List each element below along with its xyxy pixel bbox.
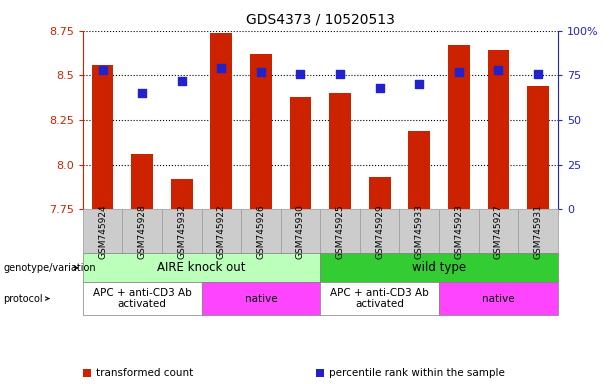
Bar (289, 97, 311, 209)
Bar (210, 33, 232, 209)
Bar (329, 93, 351, 209)
Bar (250, 54, 272, 209)
Text: GSM745929: GSM745929 (375, 204, 384, 259)
Bar (448, 45, 470, 209)
Point (493, 67, 503, 73)
Text: GSM745924: GSM745924 (98, 204, 107, 259)
Text: GSM745931: GSM745931 (533, 204, 543, 259)
Point (414, 81, 424, 88)
Text: GSM745928: GSM745928 (138, 204, 147, 259)
Text: AIRE knock out: AIRE knock out (158, 262, 246, 274)
Text: wild type: wild type (412, 262, 466, 274)
Point (177, 78, 186, 84)
Point (295, 71, 305, 77)
Text: GSM745923: GSM745923 (454, 204, 463, 259)
Bar (92, 65, 113, 209)
Point (335, 71, 345, 77)
Text: GSM745927: GSM745927 (494, 204, 503, 259)
Title: GDS4373 / 10520513: GDS4373 / 10520513 (246, 13, 395, 27)
Point (97, 67, 107, 73)
Point (454, 69, 464, 75)
Text: GSM745930: GSM745930 (296, 204, 305, 259)
Point (375, 85, 384, 91)
Text: protocol: protocol (3, 293, 43, 304)
Text: GSM745933: GSM745933 (415, 204, 424, 259)
Point (216, 65, 226, 71)
Point (256, 69, 266, 75)
Text: APC + anti-CD3 Ab
activated: APC + anti-CD3 Ab activated (93, 288, 191, 310)
Point (137, 90, 147, 96)
Text: percentile rank within the sample: percentile rank within the sample (329, 368, 504, 378)
Bar (487, 50, 509, 209)
Text: native: native (482, 293, 515, 304)
Text: GSM745925: GSM745925 (335, 204, 345, 259)
Bar (527, 86, 549, 209)
Text: GSM745926: GSM745926 (256, 204, 265, 259)
Text: GSM745922: GSM745922 (217, 204, 226, 259)
Text: transformed count: transformed count (96, 368, 193, 378)
Point (533, 71, 543, 77)
Bar (369, 177, 390, 209)
Text: GSM745932: GSM745932 (177, 204, 186, 259)
Bar (171, 179, 192, 209)
Text: native: native (245, 293, 277, 304)
Text: genotype/variation: genotype/variation (3, 263, 96, 273)
Bar (131, 154, 153, 209)
Text: APC + anti-CD3 Ab
activated: APC + anti-CD3 Ab activated (330, 288, 429, 310)
Bar (408, 131, 430, 209)
